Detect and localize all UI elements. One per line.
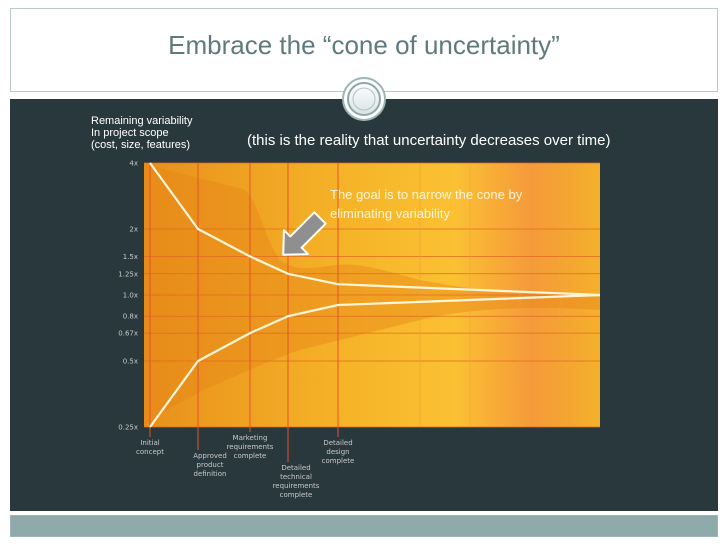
- y-tick-label: 1.25x: [118, 270, 138, 278]
- milestone-label: Initial concept: [136, 439, 164, 456]
- y-tick-label: 1.0x: [123, 292, 138, 300]
- milestone-label-line: Initial: [140, 439, 159, 447]
- arrow-icon: [282, 211, 327, 256]
- milestone-labels: Initial concept Approved product definitionM…: [136, 434, 354, 499]
- milestone-label-line: Detailed: [281, 464, 310, 472]
- milestone-label: Approved product definition: [193, 452, 227, 478]
- goal-note-line: eliminating variability: [330, 206, 450, 221]
- milestone-label: Detailed design complete: [322, 439, 355, 465]
- milestone-label-line: definition: [194, 470, 227, 478]
- y-tick-label: 0.25x: [118, 424, 138, 432]
- milestone-label-line: Approved: [193, 452, 227, 460]
- footer-band: [10, 515, 718, 537]
- milestone-label-line: requirements: [227, 443, 274, 451]
- y-tick-label: 1.5x: [123, 253, 138, 261]
- milestone-label-line: technical: [280, 473, 312, 481]
- y-tick-label: 4x: [129, 160, 138, 168]
- y-tick-label: 0.8x: [123, 313, 138, 321]
- y-tick-labels: 4x 2x 1.5x 1.25x 1.0x 0.8x 0.67x 0.5x 0.25x: [118, 160, 138, 432]
- milestone-label-line: complete: [234, 452, 267, 460]
- y-tick-label: 0.5x: [123, 358, 138, 366]
- milestone-label-line: Marketing: [233, 434, 268, 442]
- milestone-label-line: complete: [322, 457, 355, 465]
- milestone-label-line: requirements: [273, 482, 320, 490]
- upper-bound-line: [149, 162, 601, 297]
- slide-title: Embrace the “cone of uncertainty”: [168, 30, 560, 60]
- milestone-label-line: complete: [280, 491, 313, 499]
- milestone-lines: [149, 163, 561, 462]
- milestone-label: Marketing requirements complete: [227, 434, 274, 460]
- reality-note: (this is the reality that uncertainty de…: [247, 132, 611, 149]
- ring-circle-icon: [342, 77, 386, 121]
- y-axis-description: Remaining variability In project scope (…: [91, 115, 193, 151]
- y-tick-label: 2x: [129, 226, 138, 234]
- side-label-line: In project scope: [91, 127, 169, 139]
- goal-note-line: The goal is to narrow the cone by: [330, 187, 523, 202]
- y-tick-label: 0.67x: [118, 330, 138, 338]
- grid: [144, 162, 600, 428]
- goal-note: The goal is to narrow the cone by elimin…: [330, 185, 522, 223]
- cone-lines: [149, 162, 601, 428]
- milestone-label: Detailed technical requirements complete: [273, 464, 320, 499]
- milestone-label-line: concept: [136, 448, 164, 456]
- side-label-line: Remaining variability: [91, 115, 193, 127]
- milestone-label-line: Detailed: [323, 439, 352, 447]
- lower-bound-line: [149, 293, 601, 428]
- side-label-line: (cost, size, features): [91, 139, 191, 151]
- milestone-label-line: design: [326, 448, 349, 456]
- milestone-label-line: product: [197, 461, 224, 469]
